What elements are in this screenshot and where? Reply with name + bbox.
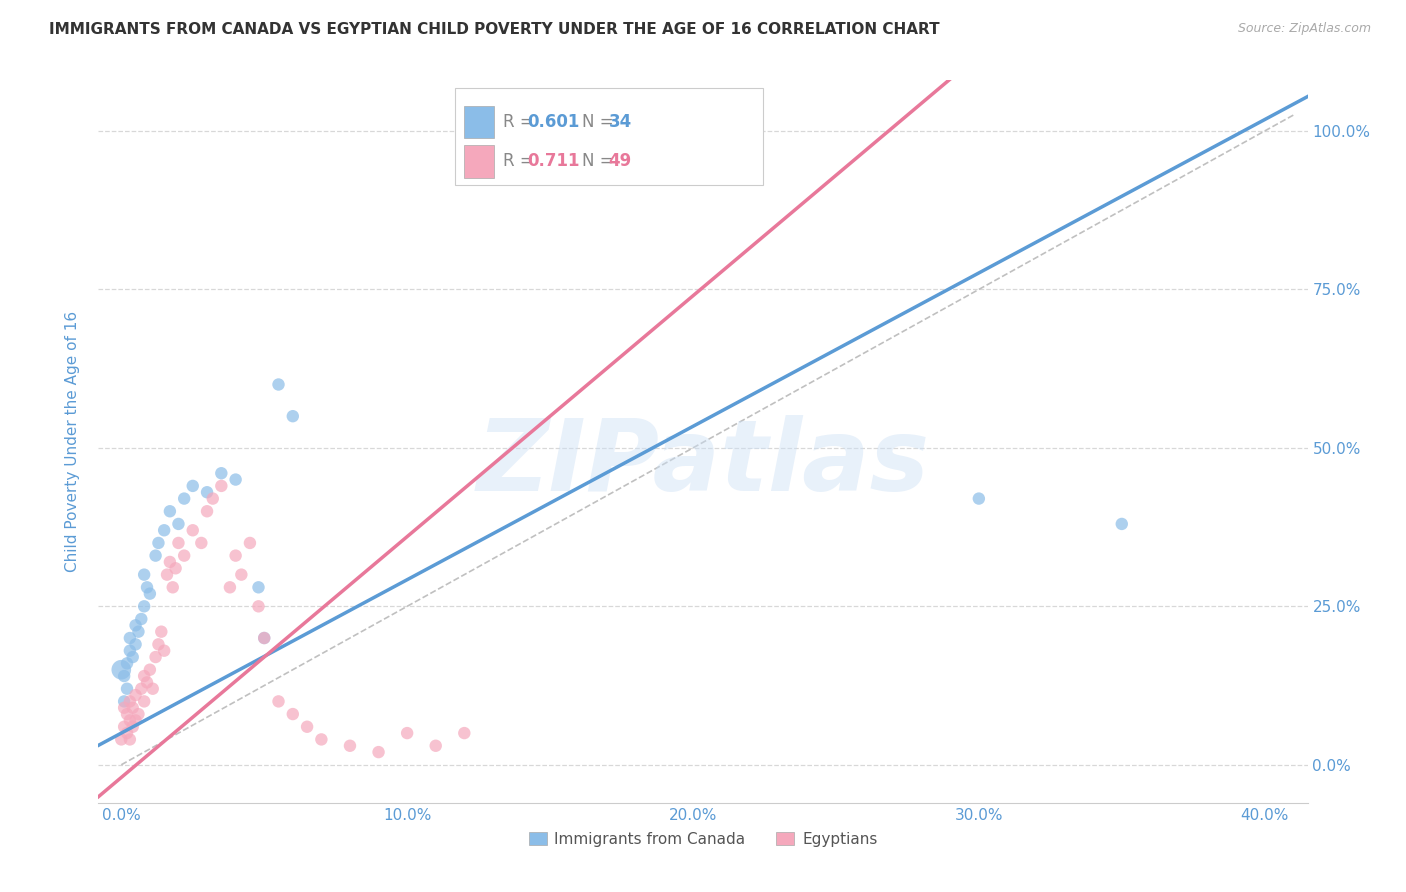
Text: 0.711: 0.711 [527, 153, 581, 170]
Point [136, 675, 159, 690]
Point [124, 637, 146, 651]
Point [115, 726, 138, 740]
Point [538, 143, 561, 157]
Point [295, 720, 318, 734]
Point [153, 643, 176, 657]
Point [112, 720, 135, 734]
Point [134, 669, 156, 683]
Point [115, 681, 138, 696]
Point [553, 143, 575, 157]
Point [267, 377, 290, 392]
Legend: Immigrants from Canada, Egyptians: Immigrants from Canada, Egyptians [523, 826, 883, 853]
Point [121, 700, 143, 714]
Point [145, 650, 167, 665]
Point [195, 485, 218, 500]
Point [129, 681, 152, 696]
Point [453, 726, 475, 740]
Point [121, 650, 143, 665]
Text: R =: R = [503, 113, 540, 131]
Point [115, 707, 138, 722]
Point [153, 523, 176, 537]
Point [165, 561, 187, 575]
Point [209, 467, 232, 481]
Point [134, 694, 156, 708]
Point [253, 631, 276, 645]
Point [201, 491, 224, 506]
Point [110, 663, 132, 677]
Point [112, 694, 135, 708]
Point [118, 643, 141, 657]
Point [150, 624, 173, 639]
Point [112, 669, 135, 683]
Text: 49: 49 [609, 153, 631, 170]
Text: N =: N = [582, 113, 619, 131]
Point [124, 688, 146, 702]
Point [247, 580, 270, 594]
Point [396, 726, 419, 740]
Text: 0.601: 0.601 [527, 113, 581, 131]
Point [425, 739, 447, 753]
Point [118, 714, 141, 728]
Point [118, 694, 141, 708]
Point [148, 536, 170, 550]
Text: 34: 34 [609, 113, 631, 131]
Point [339, 739, 361, 753]
Text: IMMIGRANTS FROM CANADA VS EGYPTIAN CHILD POVERTY UNDER THE AGE OF 16 CORRELATION: IMMIGRANTS FROM CANADA VS EGYPTIAN CHILD… [49, 22, 939, 37]
Point [156, 567, 179, 582]
Point [181, 479, 204, 493]
Point [124, 618, 146, 632]
Text: Source: ZipAtlas.com: Source: ZipAtlas.com [1237, 22, 1371, 36]
Point [167, 536, 190, 550]
Text: N =: N = [582, 153, 619, 170]
Point [139, 663, 162, 677]
Point [167, 516, 190, 531]
Point [159, 504, 181, 518]
Point [173, 549, 195, 563]
Point [118, 631, 141, 645]
Point [239, 536, 262, 550]
Point [225, 473, 247, 487]
Point [148, 637, 170, 651]
Point [134, 567, 156, 582]
Point [190, 536, 212, 550]
Point [231, 567, 253, 582]
Point [134, 599, 156, 614]
Point [142, 681, 165, 696]
Point [129, 612, 152, 626]
Y-axis label: Child Poverty Under the Age of 16: Child Poverty Under the Age of 16 [65, 311, 80, 572]
Point [118, 732, 141, 747]
Text: ZIPatlas: ZIPatlas [477, 415, 929, 512]
Point [247, 599, 270, 614]
Point [136, 580, 159, 594]
Point [127, 624, 149, 639]
Point [311, 732, 333, 747]
Point [159, 555, 181, 569]
Point [121, 720, 143, 734]
Point [219, 580, 242, 594]
Point [267, 694, 290, 708]
Point [127, 707, 149, 722]
Point [209, 479, 232, 493]
Point [124, 714, 146, 728]
Point [253, 631, 276, 645]
Point [967, 491, 990, 506]
Point [173, 491, 195, 506]
Point [110, 732, 132, 747]
Text: R =: R = [503, 153, 540, 170]
Point [281, 409, 304, 424]
Point [162, 580, 184, 594]
Point [281, 707, 304, 722]
Point [367, 745, 389, 759]
Point [225, 549, 247, 563]
Point [139, 587, 162, 601]
FancyBboxPatch shape [456, 87, 763, 185]
FancyBboxPatch shape [464, 145, 494, 178]
FancyBboxPatch shape [464, 105, 494, 138]
Point [195, 504, 218, 518]
Point [1111, 516, 1133, 531]
Point [145, 549, 167, 563]
Point [181, 523, 204, 537]
Point [112, 700, 135, 714]
Point [115, 657, 138, 671]
